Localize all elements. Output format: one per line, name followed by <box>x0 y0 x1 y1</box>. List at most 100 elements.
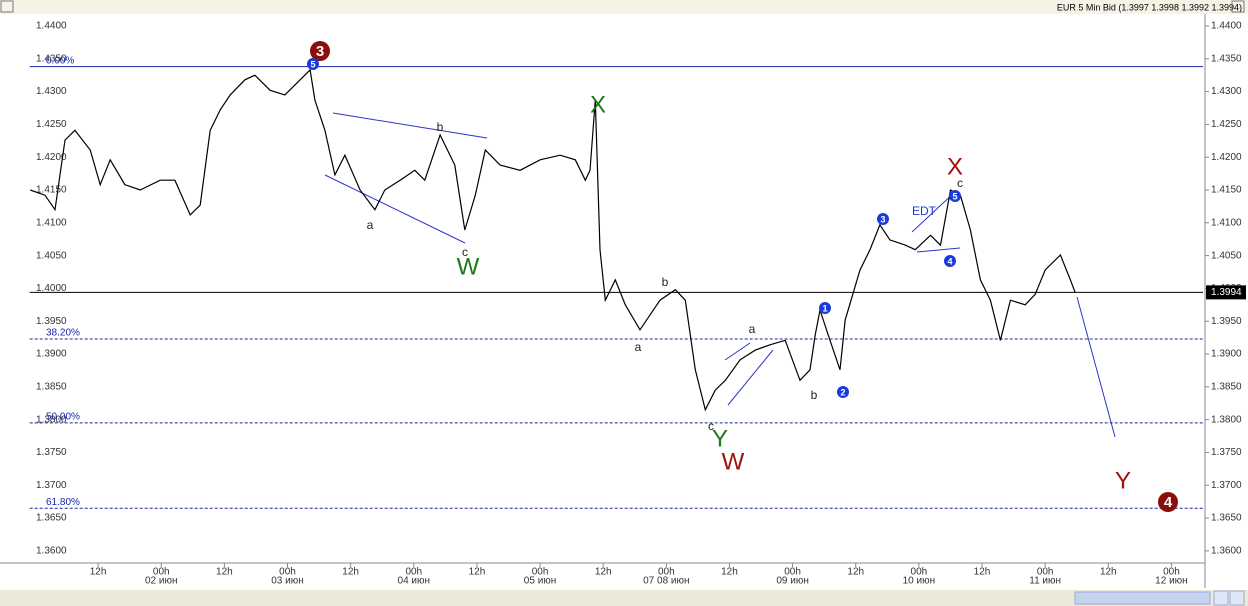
window-icon[interactable] <box>0 0 14 13</box>
x-tick-label: 12h <box>469 567 486 578</box>
y-tick-label: 1.4400 <box>1211 21 1242 32</box>
wave-label: b <box>811 388 818 402</box>
x-tick-label: 00h <box>1163 567 1180 578</box>
y-tick-label: 1.4200 <box>1211 152 1242 163</box>
wave-marker <box>307 58 319 70</box>
x-tick-label: 12h <box>974 567 991 578</box>
wave-label: c <box>708 419 714 433</box>
window-icon[interactable] <box>1231 0 1245 13</box>
y-tick-label: 1.3600 <box>36 546 67 557</box>
y-tick-label: 1.4000 <box>36 283 67 294</box>
x-tick-date: 10 июн <box>903 576 936 587</box>
y-tick-label: 1.3750 <box>1211 447 1242 458</box>
wave-label: 5 <box>952 191 957 201</box>
wave-label: Y <box>712 425 728 452</box>
y-tick-label: 1.4350 <box>36 53 67 64</box>
wave-label: 3 <box>316 43 324 60</box>
y-tick-label: 1.3700 <box>36 480 67 491</box>
y-tick-label: 1.4300 <box>36 86 67 97</box>
y-tick-label: 1.4300 <box>1211 86 1242 97</box>
y-tick-label: 1.3800 <box>1211 414 1242 425</box>
scroll-button[interactable] <box>1213 590 1229 606</box>
wave-marker <box>310 41 330 61</box>
x-tick-label: 00h <box>658 567 675 578</box>
x-tick-label: 00h <box>405 567 422 578</box>
y-tick-label: 1.4200 <box>36 152 67 163</box>
wave-label: X <box>590 91 606 118</box>
x-tick-label: 00h <box>153 567 170 578</box>
last-price-box <box>1206 285 1246 300</box>
x-tick-label: 00h <box>1037 567 1054 578</box>
last-price-label: 1.3994 <box>1211 287 1242 298</box>
wave-marker <box>944 255 956 267</box>
wave-label: a <box>367 218 374 232</box>
y-tick-label: 1.3900 <box>36 349 67 360</box>
price-line <box>30 68 1076 412</box>
x-tick-label: 12h <box>1100 567 1117 578</box>
x-tick-label: 00h <box>784 567 801 578</box>
x-tick-label: 00h <box>279 567 296 578</box>
x-tick-label: 12h <box>721 567 738 578</box>
y-tick-label: 1.3700 <box>1211 480 1242 491</box>
x-tick-label: 12h <box>847 567 864 578</box>
y-tick-label: 1.3850 <box>36 381 67 392</box>
x-tick-date: 05 июн <box>524 576 557 587</box>
wave-label: b <box>437 120 444 134</box>
x-tick-date: 11 июн <box>1029 576 1061 587</box>
y-tick-label: 1.3750 <box>36 447 67 458</box>
wave-label: 2 <box>840 387 845 397</box>
y-tick-label: 1.4050 <box>36 250 67 261</box>
y-tick-label: 1.3650 <box>1211 513 1242 524</box>
y-tick-label: 1.3900 <box>1211 349 1242 360</box>
wave-label: c <box>462 245 468 259</box>
wave-marker <box>819 302 831 314</box>
y-tick-label: 1.3850 <box>1211 381 1242 392</box>
wave-label: 5 <box>310 59 315 69</box>
fib-label: 50.00% <box>46 412 80 423</box>
y-tick-label: 1.4050 <box>1211 250 1242 261</box>
scrollbar-thumb[interactable] <box>1074 591 1211 605</box>
y-tick-label: 1.3950 <box>1211 316 1242 327</box>
y-tick-label: 1.4250 <box>36 119 67 130</box>
top-bar <box>0 0 1248 14</box>
chart-title: EUR 5 Min Bid (1.3997 1.3998 1.3992 1.39… <box>1057 2 1242 12</box>
x-tick-label: 12h <box>90 567 107 578</box>
fib-label: 0.00% <box>46 55 74 66</box>
wave-label: b <box>662 275 669 289</box>
y-tick-label: 1.4350 <box>1211 53 1242 64</box>
wave-marker <box>1158 492 1178 512</box>
x-tick-date: 04 июн <box>398 576 431 587</box>
wave-label: W <box>722 448 745 475</box>
x-tick-label: 00h <box>911 567 928 578</box>
wave-label: 1 <box>822 303 827 313</box>
wave-label: 3 <box>880 214 885 224</box>
fib-label: 61.80% <box>46 497 80 508</box>
y-tick-label: 1.3950 <box>36 316 67 327</box>
scroll-button[interactable] <box>1229 590 1245 606</box>
y-tick-label: 1.4250 <box>1211 119 1242 130</box>
x-tick-date: 07 08 июн <box>643 576 689 587</box>
x-tick-date: 09 июн <box>776 576 809 587</box>
x-tick-date: 12 июн <box>1155 576 1188 587</box>
scrollbar[interactable] <box>0 590 1248 606</box>
wave-marker <box>949 190 961 202</box>
fib-label: 38.20% <box>46 328 80 339</box>
wave-label: c <box>957 176 963 190</box>
y-tick-label: 1.4400 <box>36 21 67 32</box>
wave-label: 4 <box>947 256 952 266</box>
x-tick-label: 12h <box>342 567 359 578</box>
y-tick-label: 1.3800 <box>36 414 67 425</box>
y-tick-label: 1.4150 <box>1211 185 1242 196</box>
wave-label: a <box>749 322 756 336</box>
x-tick-label: 00h <box>532 567 549 578</box>
x-tick-label: 12h <box>595 567 612 578</box>
wave-marker <box>877 213 889 225</box>
wave-label: 4 <box>1164 494 1173 511</box>
y-tick-label: 1.4100 <box>36 217 67 228</box>
y-tick-label: 1.3600 <box>1211 546 1242 557</box>
x-tick-date: 03 июн <box>271 576 304 587</box>
x-tick-label: 12h <box>216 567 233 578</box>
wave-marker <box>837 386 849 398</box>
y-tick-label: 1.4100 <box>1211 217 1242 228</box>
